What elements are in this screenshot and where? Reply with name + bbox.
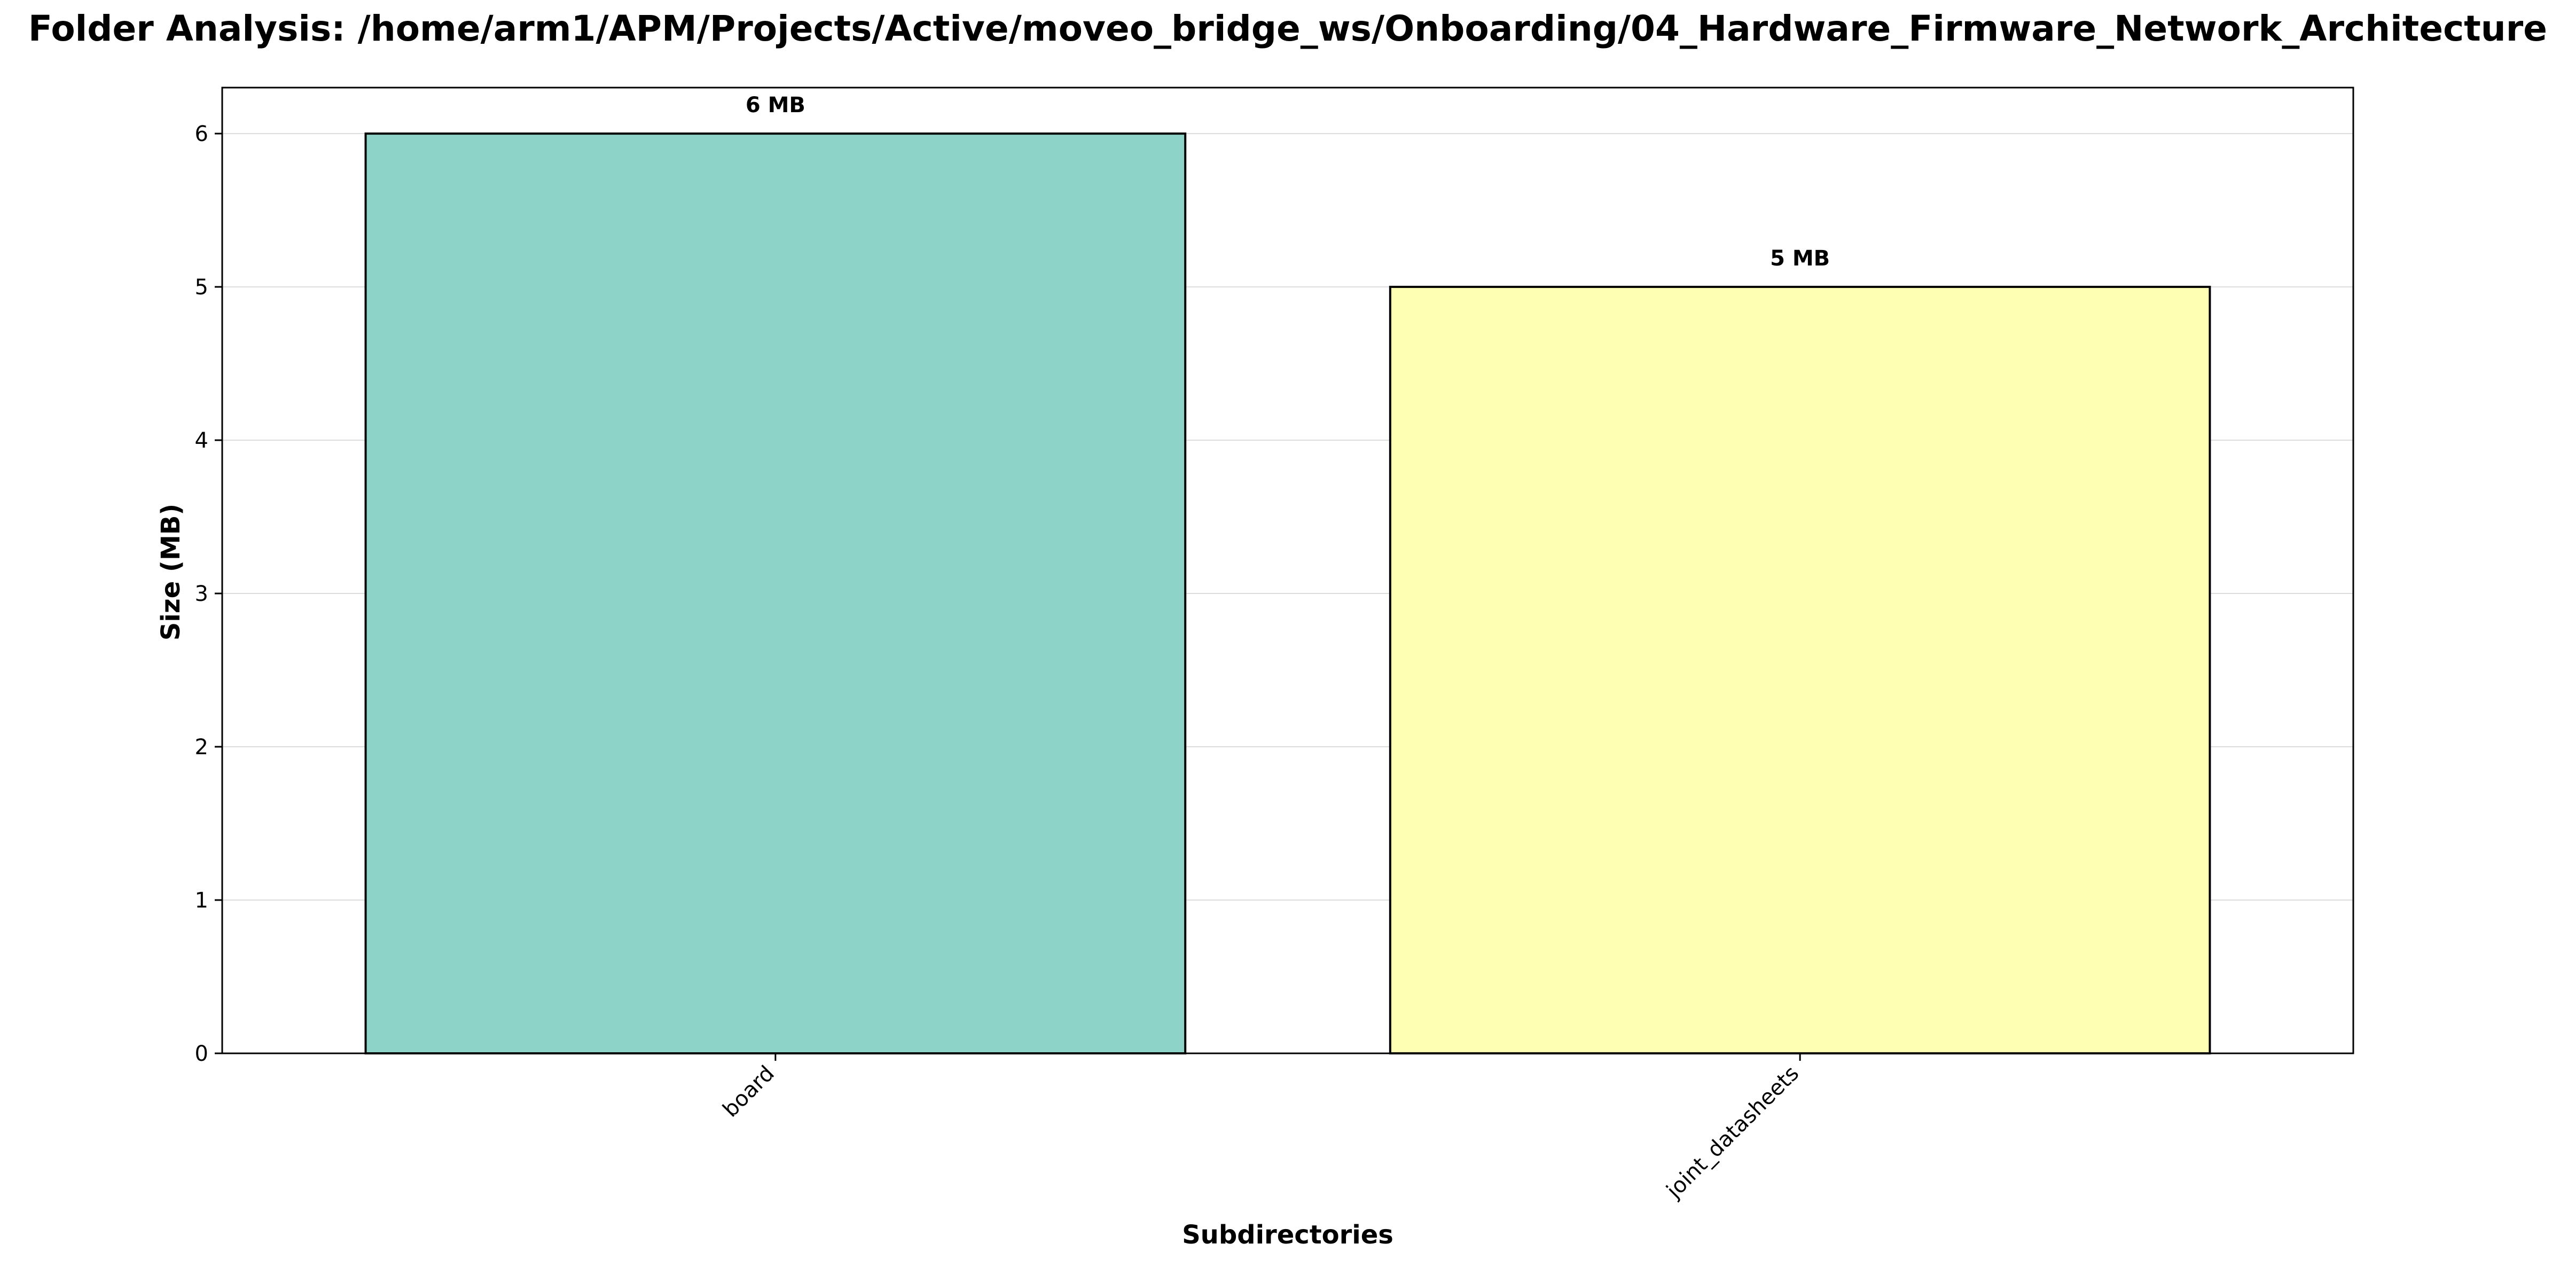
y-axis-label: Size (MB) <box>156 504 186 640</box>
data-labels: 6 MB 5 MB <box>746 93 1830 271</box>
y-tick-label: 4 <box>195 428 208 453</box>
y-tick-labels: 0 1 2 3 4 5 6 <box>195 122 208 1066</box>
axes-frame <box>221 87 2354 1054</box>
data-label: 6 MB <box>746 93 805 118</box>
y-tick-label: 1 <box>195 888 208 913</box>
y-tick-label: 6 <box>195 122 208 146</box>
y-tick-label: 3 <box>195 582 208 606</box>
bar-joint-datasheets <box>1389 286 2211 1054</box>
tick-marks <box>215 132 1801 1061</box>
data-label: 5 MB <box>1770 246 1830 271</box>
y-tick-label: 2 <box>195 735 208 760</box>
bars <box>364 132 2211 1055</box>
chart-title: Folder Analysis: /home/arm1/APM/Projects… <box>28 8 2547 49</box>
bar-board <box>364 132 1187 1055</box>
x-axis-label: Subdirectories <box>1182 1220 1393 1250</box>
y-tick-label: 5 <box>195 275 208 300</box>
y-tick-label: 0 <box>195 1042 208 1066</box>
